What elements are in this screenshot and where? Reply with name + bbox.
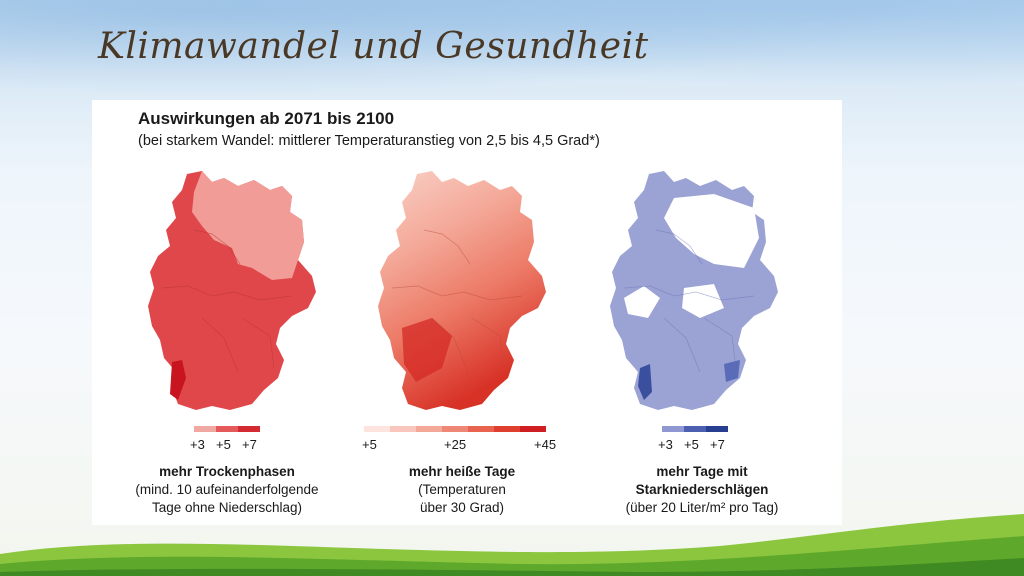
- panel-subheading: (bei starkem Wandel: mittlerer Temperatu…: [138, 133, 600, 149]
- legend-ticks-hot-days: +5 +25 +45: [362, 437, 562, 455]
- germany-map-hot-days: [378, 171, 546, 410]
- caption-title-2: Starkniederschlägen: [635, 482, 769, 497]
- germany-map-heavy-rain: [610, 171, 778, 410]
- legend-ticks-drought: +3 +5 +7: [190, 437, 270, 455]
- legend-drought: [194, 426, 260, 432]
- legend-swatch: [494, 426, 520, 432]
- legend-tick: +5: [216, 437, 231, 452]
- caption-line: (Temperaturen: [418, 482, 506, 497]
- legend-tick: +7: [242, 437, 257, 452]
- legend-swatch: [662, 426, 684, 432]
- legend-swatch: [684, 426, 706, 432]
- legend-ticks-heavy-rain: +3 +5 +7: [658, 437, 738, 455]
- legend-swatch: [416, 426, 442, 432]
- panel-heading: Auswirkungen ab 2071 bis 2100: [138, 109, 395, 128]
- legend-heavy-rain: [662, 426, 728, 432]
- legend-tick: +3: [658, 437, 673, 452]
- legend-swatch: [706, 426, 728, 432]
- legend-swatch: [238, 426, 260, 432]
- legend-swatch: [520, 426, 546, 432]
- legend-swatch: [194, 426, 216, 432]
- legend-hot-days: [364, 426, 546, 432]
- legend-tick: +7: [710, 437, 725, 452]
- caption-title: mehr heiße Tage: [408, 464, 516, 479]
- legend-swatch: [216, 426, 238, 432]
- legend-tick: +3: [190, 437, 205, 452]
- grass-decoration: [0, 514, 1024, 576]
- caption-line: (mind. 10 aufeinanderfolgende: [135, 482, 319, 497]
- infographic-panel: Auswirkungen ab 2071 bis 2100 (bei stark…: [92, 100, 842, 525]
- caption-heavy-rain: mehr Tage mit Starkniederschlägen (über …: [592, 463, 812, 517]
- caption-line: Tage ohne Niederschlag): [151, 500, 303, 515]
- germany-map-drought: [148, 171, 316, 410]
- caption-line: (über 20 Liter/m² pro Tag): [625, 500, 779, 515]
- caption-drought: mehr Trockenphasen (mind. 10 aufeinander…: [112, 463, 342, 517]
- legend-tick: +5: [684, 437, 699, 452]
- caption-title: mehr Trockenphasen: [159, 464, 295, 479]
- caption-line: über 30 Grad): [419, 500, 505, 515]
- legend-swatch: [468, 426, 494, 432]
- legend-tick: +25: [444, 437, 467, 452]
- legend-tick: +5: [362, 437, 377, 452]
- caption-hot-days: mehr heiße Tage (Temperaturen über 30 Gr…: [352, 463, 572, 517]
- legend-swatch: [390, 426, 416, 432]
- sky-background: [0, 0, 1024, 110]
- legend-tick: +45: [534, 437, 557, 452]
- slide-title: Klimawandel und Gesundheit: [98, 26, 649, 67]
- caption-title: mehr Tage mit: [656, 464, 748, 479]
- legend-swatch: [442, 426, 468, 432]
- legend-swatch: [364, 426, 390, 432]
